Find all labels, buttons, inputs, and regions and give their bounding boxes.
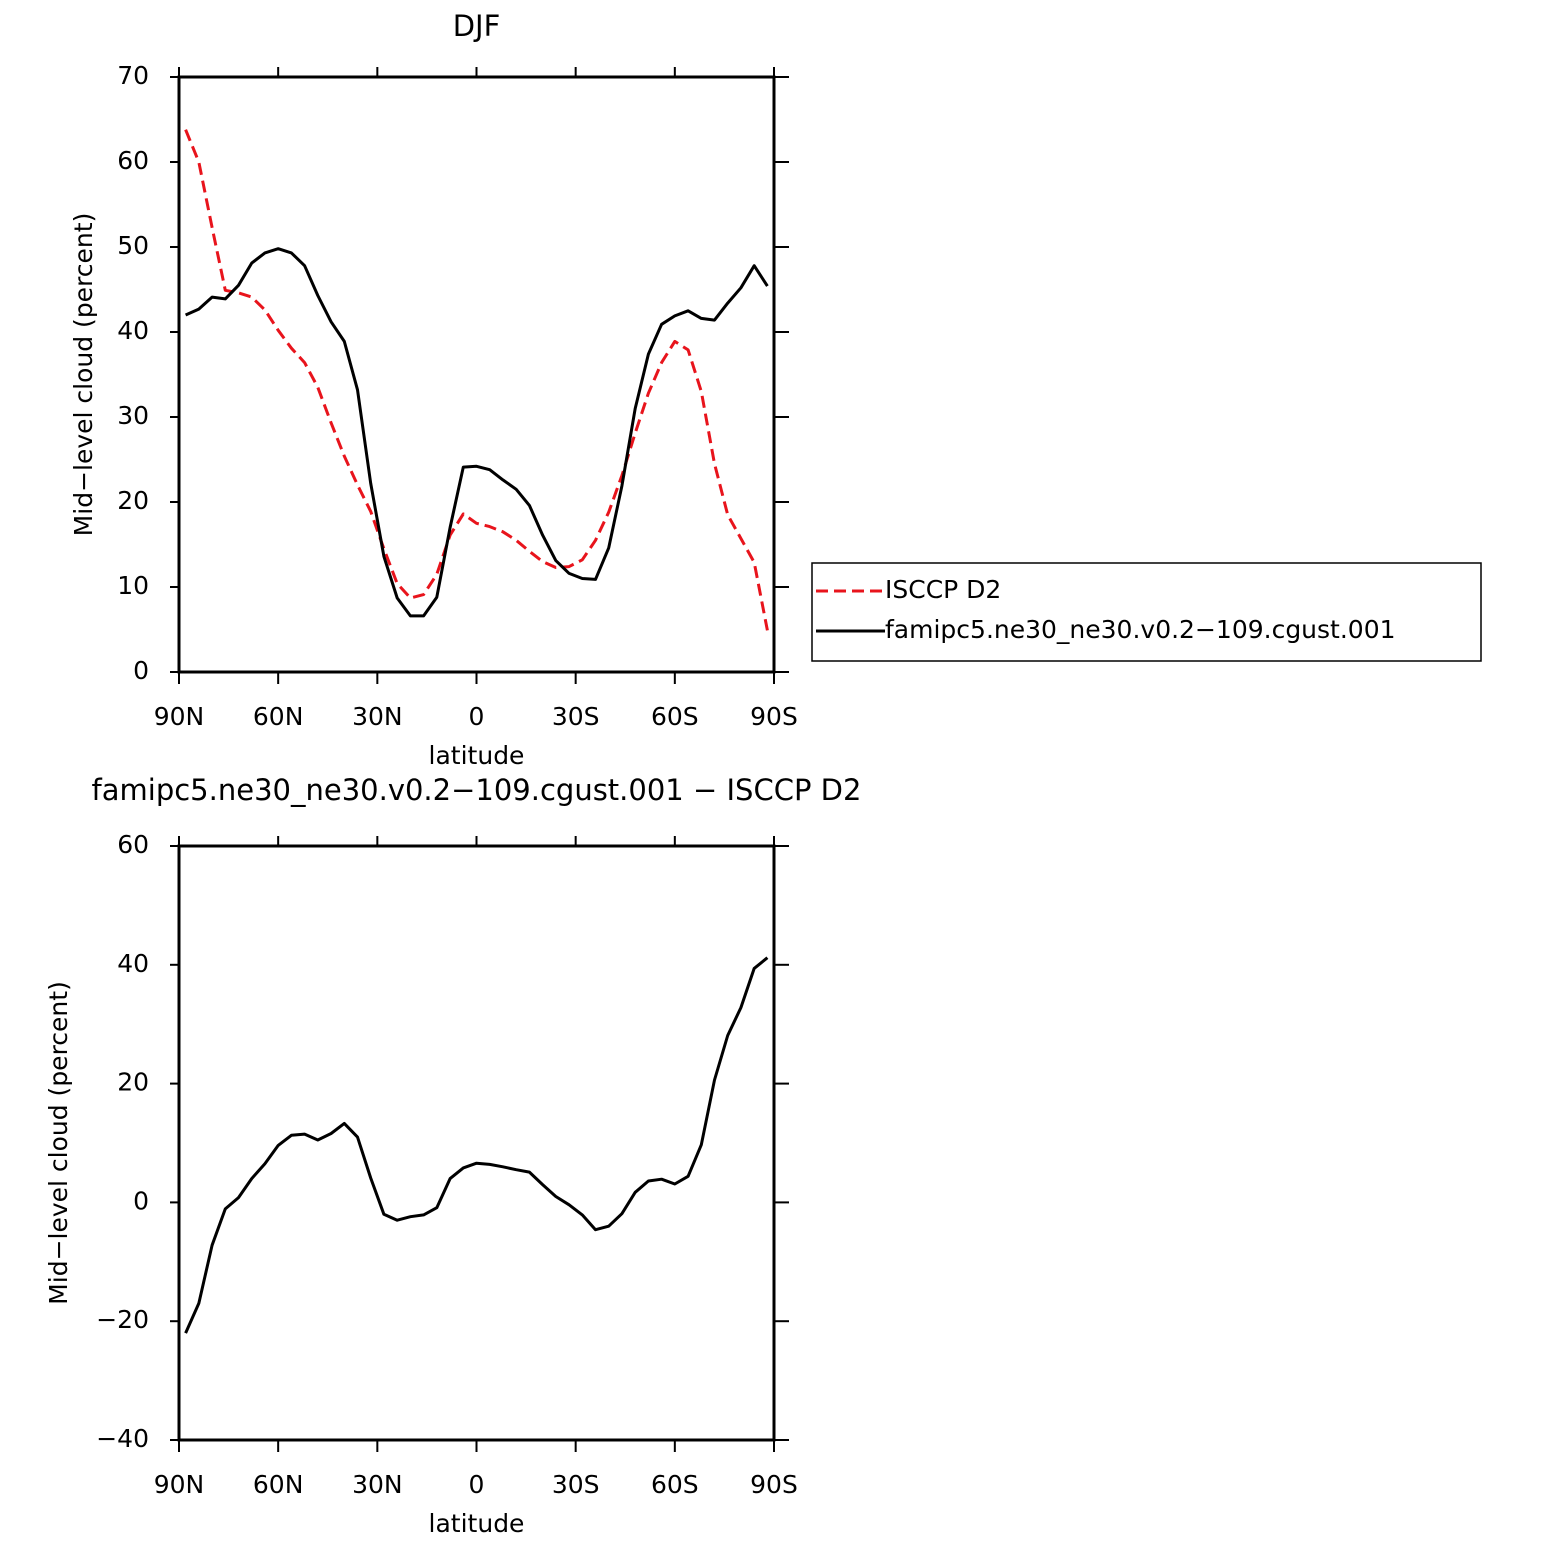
x-axis-label: latitude [429, 1509, 525, 1538]
y-axis-label: Mid−level cloud (percent) [69, 213, 98, 537]
x-tick-label: 60N [253, 1470, 304, 1499]
y-tick-label: −40 [96, 1424, 149, 1453]
chart-title: famipc5.ne30_ne30.v0.2−109.cgust.001 − I… [92, 773, 862, 807]
data-line [184, 956, 769, 1334]
y-tick-label: 30 [117, 401, 149, 430]
y-tick-label: 20 [117, 1068, 149, 1097]
legend-label: famipc5.ne30_ne30.v0.2−109.cgust.001 [885, 615, 1396, 644]
x-tick-label: 90S [750, 1470, 798, 1499]
y-tick-label: 20 [117, 486, 149, 515]
x-tick-label: 30S [552, 1470, 600, 1499]
y-tick-label: 60 [117, 146, 149, 175]
y-tick-label: 40 [117, 316, 149, 345]
chart-title: DJF [453, 9, 501, 43]
data-line [184, 129, 769, 631]
x-tick-label: 90S [750, 702, 798, 731]
plot-frame [177, 844, 776, 1442]
x-tick-label: 0 [469, 702, 485, 731]
y-tick-label: 60 [117, 830, 149, 859]
y-tick-label: 0 [133, 656, 149, 685]
x-tick-label: 30N [352, 702, 403, 731]
data-line [184, 247, 769, 618]
y-tick-label: 70 [117, 61, 149, 90]
x-tick-label: 30S [552, 702, 600, 731]
legend-box [811, 562, 1482, 662]
y-tick-label: 0 [133, 1186, 149, 1215]
y-axis-label: Mid−level cloud (percent) [44, 981, 73, 1305]
x-tick-label: 60N [253, 702, 304, 731]
x-tick-label: 60S [651, 702, 699, 731]
y-tick-label: 40 [117, 949, 149, 978]
y-tick-label: −20 [96, 1305, 149, 1334]
x-tick-label: 60S [651, 1470, 699, 1499]
plot-frame [177, 75, 776, 674]
x-tick-label: 90N [154, 702, 205, 731]
y-tick-label: 50 [117, 231, 149, 260]
x-tick-label: 30N [352, 1470, 403, 1499]
y-tick-label: 10 [117, 571, 149, 600]
legend-label: ISCCP D2 [885, 575, 1001, 604]
x-tick-label: 0 [469, 1470, 485, 1499]
x-axis-label: latitude [429, 741, 525, 770]
x-tick-label: 90N [154, 1470, 205, 1499]
